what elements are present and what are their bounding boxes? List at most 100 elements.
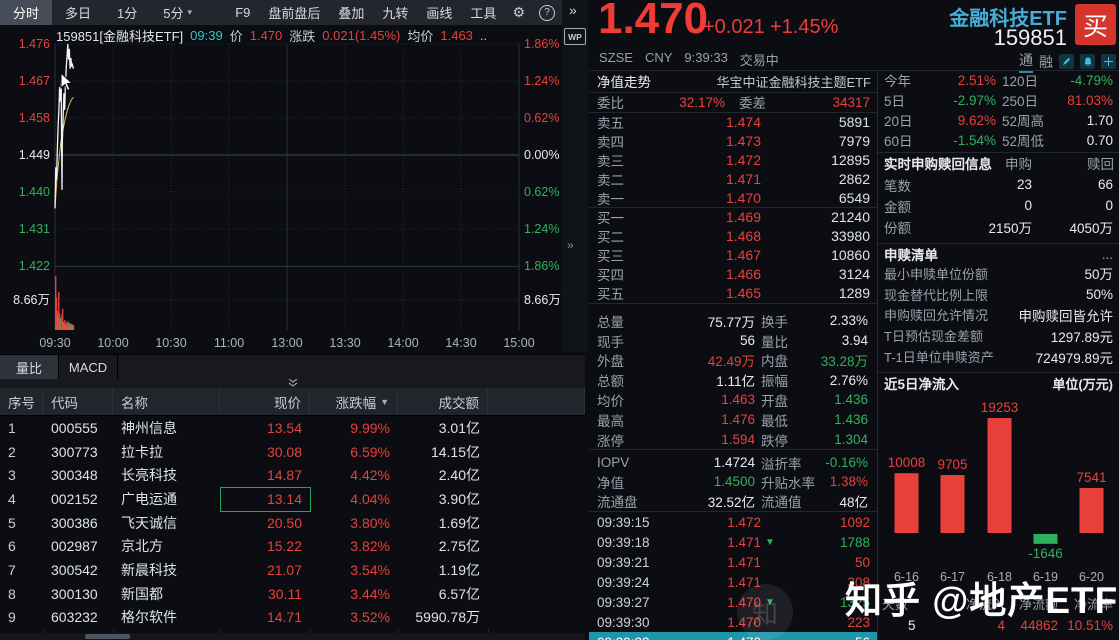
buy-button[interactable]: 买 bbox=[1075, 4, 1116, 45]
quote-time: 9:39:33 bbox=[684, 50, 728, 65]
column-header-现价[interactable]: 现价 bbox=[220, 388, 310, 415]
fund-full-name-link[interactable]: 华宝中证金融科技主题ETF bbox=[716, 74, 871, 90]
perf-value: 2.51% bbox=[957, 72, 996, 88]
book-price[interactable]: 1.466 bbox=[725, 266, 761, 283]
more-ellipsis[interactable]: .. bbox=[479, 28, 488, 43]
table-row[interactable]: 2 300773 拉卡拉 30.08 6.59% 14.15亿 bbox=[0, 440, 585, 464]
book-price[interactable]: 1.467 bbox=[725, 247, 761, 264]
toolbar-item-F9[interactable]: F9 bbox=[235, 5, 251, 20]
stat-value: 1.476 bbox=[721, 412, 755, 428]
alert-bell-icon[interactable] bbox=[1080, 54, 1095, 69]
nav-tab-nav-trend[interactable]: 净值走势 bbox=[597, 75, 651, 90]
indicator-tab-MACD[interactable]: MACD bbox=[59, 355, 118, 379]
toolbar-item-九转[interactable]: 九转 bbox=[382, 6, 409, 21]
order-book-row-买一[interactable]: 买一 1.469 21240 bbox=[589, 208, 877, 227]
perf-label: 20日 bbox=[884, 114, 913, 129]
add-icon[interactable] bbox=[1101, 54, 1116, 69]
collapse-handle-icon[interactable]: » bbox=[567, 238, 574, 252]
column-header-代码[interactable]: 代码 bbox=[43, 388, 113, 415]
zhihu-logo-watermark: 知 bbox=[737, 584, 793, 640]
book-price[interactable]: 1.470 bbox=[725, 189, 761, 206]
order-book-row-买五[interactable]: 买五 1.465 1289 bbox=[589, 284, 877, 304]
stat-value: 1.436 bbox=[834, 412, 868, 428]
indicator-tab-量比[interactable]: 量比 bbox=[0, 355, 59, 379]
toolbar-item-盘前盘后[interactable]: 盘前盘后 bbox=[268, 6, 321, 21]
inflow-bar bbox=[987, 418, 1012, 533]
quote-subline: SZSE CNY 9:39:33 交易中 bbox=[599, 50, 779, 69]
table-row[interactable]: 3 300348 长亮科技 14.87 4.42% 2.40亿 bbox=[0, 463, 585, 487]
commission-row: 委比 32.17% 委差 34317 bbox=[589, 92, 877, 113]
redeem-item-label: T日预估现金差额 bbox=[884, 329, 983, 345]
stat-label: 换手 bbox=[761, 314, 788, 330]
column-header-名称[interactable]: 名称 bbox=[113, 388, 220, 415]
redeem-item-label: T-1日单位申赎资产 bbox=[884, 350, 994, 366]
table-row[interactable]: 5 300386 飞天诚信 20.50 3.80% 1.69亿 bbox=[0, 511, 585, 535]
volume-bar bbox=[63, 323, 65, 330]
rong-badge[interactable]: 融 bbox=[1039, 53, 1053, 70]
tick-volume: 1325 bbox=[839, 594, 870, 610]
book-price[interactable]: 1.472 bbox=[725, 151, 761, 168]
order-book-row-买三[interactable]: 买三 1.467 10860 bbox=[589, 246, 877, 265]
redeem-list-more[interactable]: ... bbox=[1101, 246, 1113, 262]
flow-sum-label: 天数 bbox=[882, 596, 909, 612]
scrollbar-thumb[interactable] bbox=[85, 634, 130, 639]
order-book-row-卖一[interactable]: 卖一 1.470 6549 bbox=[589, 188, 877, 209]
perf-value: 9.62% bbox=[957, 112, 996, 128]
column-header-序号[interactable]: 序号 bbox=[0, 388, 43, 415]
book-price[interactable]: 1.468 bbox=[725, 228, 761, 245]
purchase-value: 2150万 bbox=[988, 221, 1032, 237]
toolbar-tab-分时[interactable]: 分时 bbox=[0, 0, 53, 25]
order-book-row-卖五[interactable]: 卖五 1.474 5891 bbox=[589, 112, 877, 131]
stock-code: 000555 bbox=[51, 419, 98, 436]
table-row[interactable]: 1 000555 神州信息 13.54 9.99% 3.01亿 bbox=[0, 416, 585, 440]
stock-pct: 3.44% bbox=[350, 585, 390, 602]
table-row[interactable]: 7 300542 新晨科技 21.07 3.54% 1.19亿 bbox=[0, 558, 585, 582]
edit-icon[interactable] bbox=[1059, 54, 1074, 69]
toolbar-tab-5分[interactable]: 5分 ▾ bbox=[163, 6, 193, 21]
table-row[interactable]: 9 603232 格尔软件 14.71 3.52% 5990.78万 bbox=[0, 606, 585, 630]
toolbar-overflow-icon[interactable]: » bbox=[569, 2, 577, 18]
toolbar-item-画线[interactable]: 画线 bbox=[426, 6, 453, 21]
dropdown-caret-icon[interactable]: ▾ bbox=[187, 7, 193, 17]
table-row[interactable]: 6 002987 京北方 15.22 3.82% 2.75亿 bbox=[0, 535, 585, 559]
tong-badge[interactable]: 通 bbox=[1019, 50, 1033, 73]
book-price[interactable]: 1.474 bbox=[725, 113, 761, 130]
order-book-row-卖二[interactable]: 卖二 1.471 2862 bbox=[589, 169, 877, 188]
order-book-row-卖三[interactable]: 卖三 1.472 12895 bbox=[589, 150, 877, 169]
sort-desc-icon[interactable]: ▼ bbox=[380, 396, 389, 407]
column-header-涨跌幅[interactable]: 涨跌幅 ▼ bbox=[310, 388, 398, 415]
order-book-row-买四[interactable]: 买四 1.466 3124 bbox=[589, 265, 877, 284]
pct-axis-label: 1.86% bbox=[524, 259, 559, 273]
stat-label: 跌停 bbox=[761, 433, 788, 449]
table-row[interactable]: 8 300130 新国都 30.11 3.44% 6.57亿 bbox=[0, 582, 585, 606]
toolbar-item-叠加[interactable]: 叠加 bbox=[338, 6, 365, 21]
toolbar-item-工具[interactable]: 工具 bbox=[470, 6, 497, 21]
book-price[interactable]: 1.465 bbox=[725, 285, 761, 302]
book-price[interactable]: 1.469 bbox=[725, 209, 761, 226]
settings-gear-icon[interactable]: ⚙ bbox=[512, 4, 525, 20]
stock-pct: 6.59% bbox=[350, 443, 390, 460]
order-book-row-卖四[interactable]: 卖四 1.473 7979 bbox=[589, 131, 877, 150]
table-row[interactable]: 4 002152 广电运通 13.14 4.04% 3.90亿 bbox=[0, 487, 585, 512]
order-book-row-买二[interactable]: 买二 1.468 33980 bbox=[589, 227, 877, 246]
collapse-bar[interactable] bbox=[0, 379, 585, 388]
book-price[interactable]: 1.471 bbox=[725, 170, 761, 187]
column-header-成交额[interactable]: 成交额 bbox=[398, 388, 488, 415]
toolbar-tab-1分[interactable]: 1分 bbox=[117, 6, 138, 21]
book-volume: 12895 bbox=[831, 151, 870, 168]
price-line bbox=[54, 43, 75, 209]
book-price[interactable]: 1.473 bbox=[725, 132, 761, 149]
horizontal-scrollbar[interactable] bbox=[0, 633, 585, 640]
redeem-col-label: 赎回 bbox=[1087, 157, 1114, 172]
stat-value: 3.94 bbox=[841, 333, 868, 349]
help-icon[interactable]: ? bbox=[532, 0, 562, 25]
inflow-bar-value: -1646 bbox=[1028, 546, 1063, 561]
stock-table-body: 1 000555 神州信息 13.54 9.99% 3.01亿 2 300773 拉卡拉 30.0… bbox=[0, 416, 585, 640]
volume-bar bbox=[61, 308, 64, 330]
inflow-bar bbox=[940, 475, 965, 533]
toolbar-tab-多日[interactable]: 多日 bbox=[65, 6, 92, 21]
stock-amount: 3.01亿 bbox=[438, 419, 480, 436]
stat-label: 振幅 bbox=[761, 374, 788, 390]
wp-push-icon[interactable]: WP bbox=[564, 28, 586, 45]
stat-value: 33.28万 bbox=[820, 354, 868, 370]
